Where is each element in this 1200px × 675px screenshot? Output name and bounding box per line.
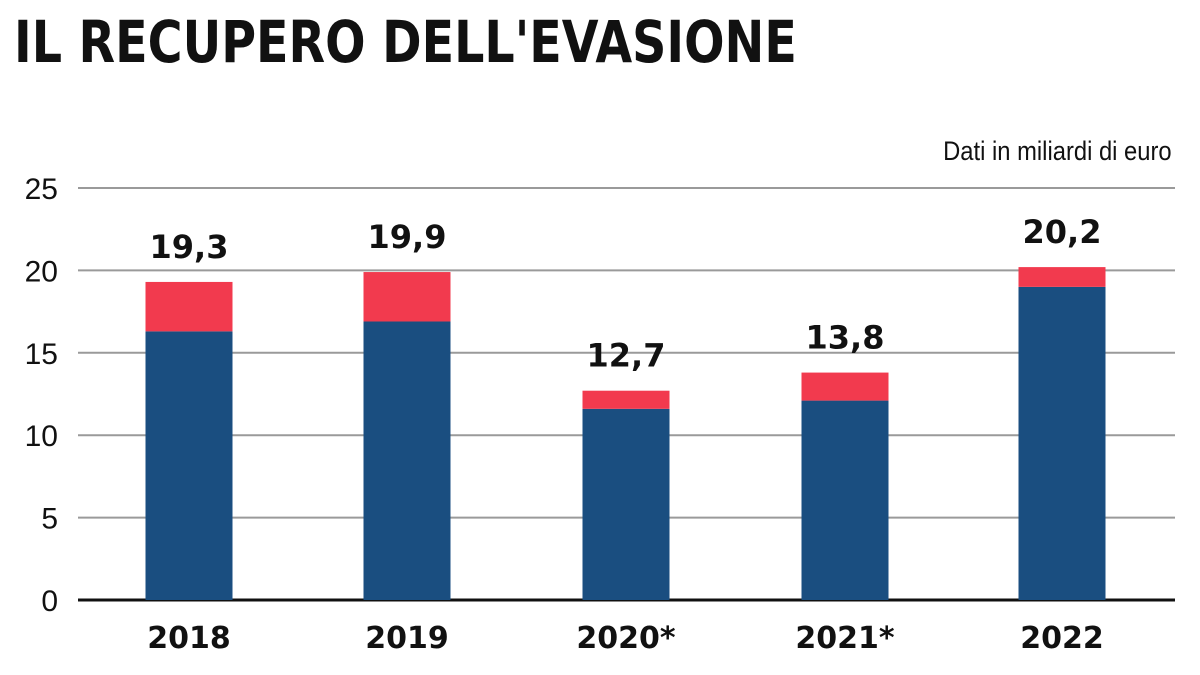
bar-segment-secondary [582, 390, 670, 409]
chart-title: IL RECUPERO DELL'EVASIONE [14, 8, 797, 76]
labels: 0 5 10 15 20 25 19,3 2018 19,9 2019 12,7 2020* 13,8 2… [25, 173, 1104, 656]
bar-total-label: 12,7 [587, 337, 666, 375]
bar-segment-primary [363, 321, 451, 600]
x-tick-label: 2019 [365, 621, 449, 656]
bar-segment-secondary [1018, 267, 1106, 287]
y-tick-label: 20 [25, 255, 58, 288]
bar-segment-primary [1018, 286, 1106, 600]
bar-total-label: 13,8 [806, 319, 885, 357]
y-tick-label: 15 [25, 338, 58, 371]
x-tick-label: 2018 [147, 621, 231, 656]
bar-segment-primary [582, 408, 670, 600]
x-tick-label: 2020* [576, 621, 675, 656]
y-tick-label: 5 [41, 503, 58, 536]
y-tick-label: 10 [25, 420, 58, 453]
bars [145, 267, 1106, 600]
y-tick-label: 25 [25, 173, 58, 206]
bar-total-label: 19,3 [150, 228, 229, 266]
unit-note: Dati in miliardi di euro [943, 136, 1172, 166]
x-tick-label: 2022 [1020, 621, 1104, 656]
x-tick-label: 2021* [795, 621, 894, 656]
bar-segment-secondary [363, 272, 451, 322]
bar-segment-secondary [145, 281, 233, 332]
bar-segment-secondary [801, 372, 889, 401]
bar-segment-primary [145, 331, 233, 600]
y-tick-label: 0 [41, 585, 58, 618]
bar-total-label: 19,9 [368, 218, 447, 256]
bar-total-label: 20,2 [1023, 213, 1102, 251]
bar-segment-primary [801, 400, 889, 600]
